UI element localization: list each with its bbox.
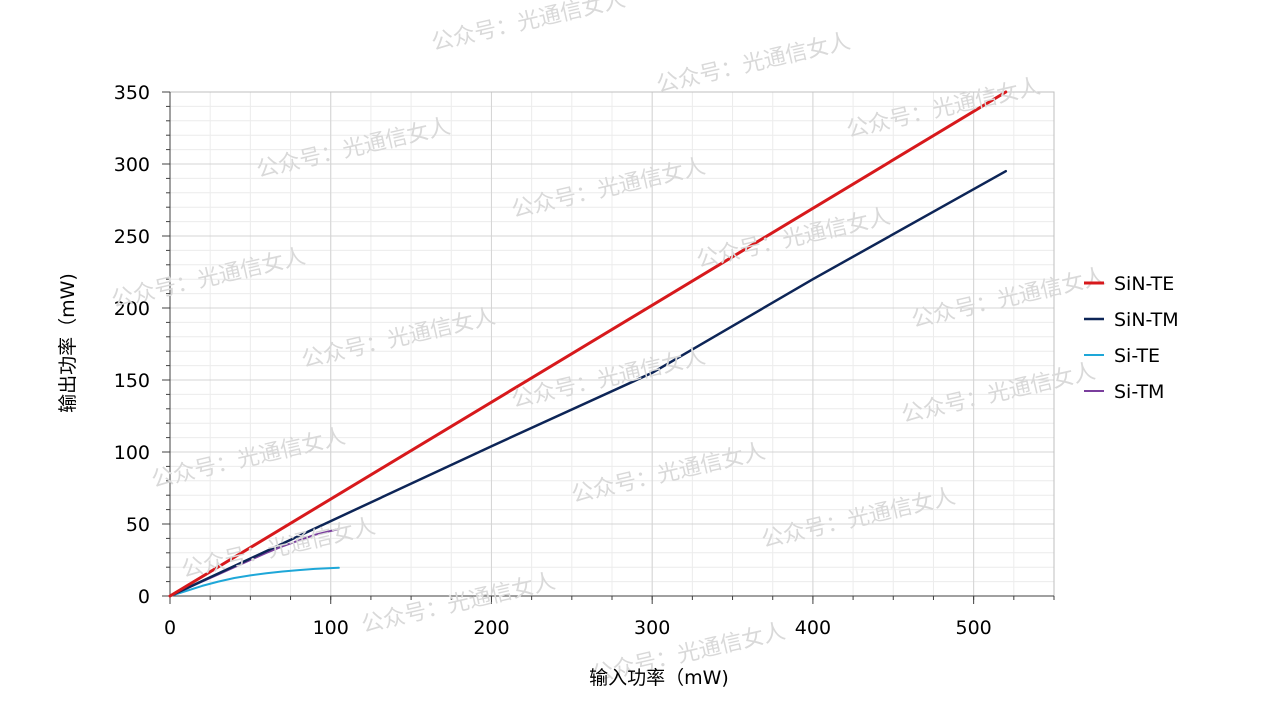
y-tick-label: 250 [114,226,150,248]
x-tick-label: 300 [634,617,670,639]
watermark-text: 公众号：光通信女人 [759,484,958,553]
watermark-text: 公众号：光通信女人 [109,244,308,313]
y-axis-title: 输出功率（mW) [57,273,79,413]
watermark-text: 公众号：光通信女人 [429,0,628,56]
watermark-text: 公众号：光通信女人 [299,304,498,373]
legend-label-si-tm: Si-TM [1114,381,1164,403]
series-line-sin-te [168,90,1008,598]
x-axis-title: 输入功率（mW) [589,667,729,689]
watermark-text: 公众号：光通信女人 [694,204,893,273]
series-lines [168,90,1008,598]
watermark-text: 公众号：光通信女人 [654,29,853,98]
legend-label-si-te: Si-TE [1114,345,1160,367]
x-tick-label: 500 [956,617,992,639]
watermark-text: 公众号：光通信女人 [509,154,708,223]
x-tick-label: 100 [313,617,349,639]
watermark-text: 公众号：光通信女人 [899,359,1098,428]
y-tick-label: 100 [114,442,150,464]
watermark-text: 公众号：光通信女人 [569,439,768,508]
y-tick-label: 350 [114,82,150,104]
watermark-text: 公众号：光通信女人 [254,114,453,183]
series-line-si-te [169,566,340,597]
y-tick-label: 50 [126,514,150,536]
legend-label-sin-tm: SiN-TM [1114,309,1179,331]
x-tick-label: 0 [164,617,176,639]
series-line-sin-tm [168,169,1008,598]
watermark-text: 公众号：光通信女人 [359,569,558,638]
legend: SiN-TE SiN-TM Si-TE Si-TM [1084,273,1179,403]
y-tick-label: 150 [114,370,150,392]
axes: 0 50 100 150 200 250 300 350 0 100 200 300 400 500 [114,82,1055,639]
watermark-layer: 公众号：光通信女人公众号：光通信女人公众号：光通信女人公众号：光通信女人公众号：… [109,0,1108,688]
x-tick-label: 200 [473,617,509,639]
y-tick-label: 200 [114,298,150,320]
watermark-text: 公众号：光通信女人 [844,74,1043,143]
watermark-text: 公众号：光通信女人 [149,424,348,493]
watermark-text: 公众号：光通信女人 [509,344,708,413]
y-tick-label: 0 [138,586,150,608]
x-tick-label: 400 [795,617,831,639]
legend-label-sin-te: SiN-TE [1114,273,1174,295]
y-tick-label: 300 [114,154,150,176]
